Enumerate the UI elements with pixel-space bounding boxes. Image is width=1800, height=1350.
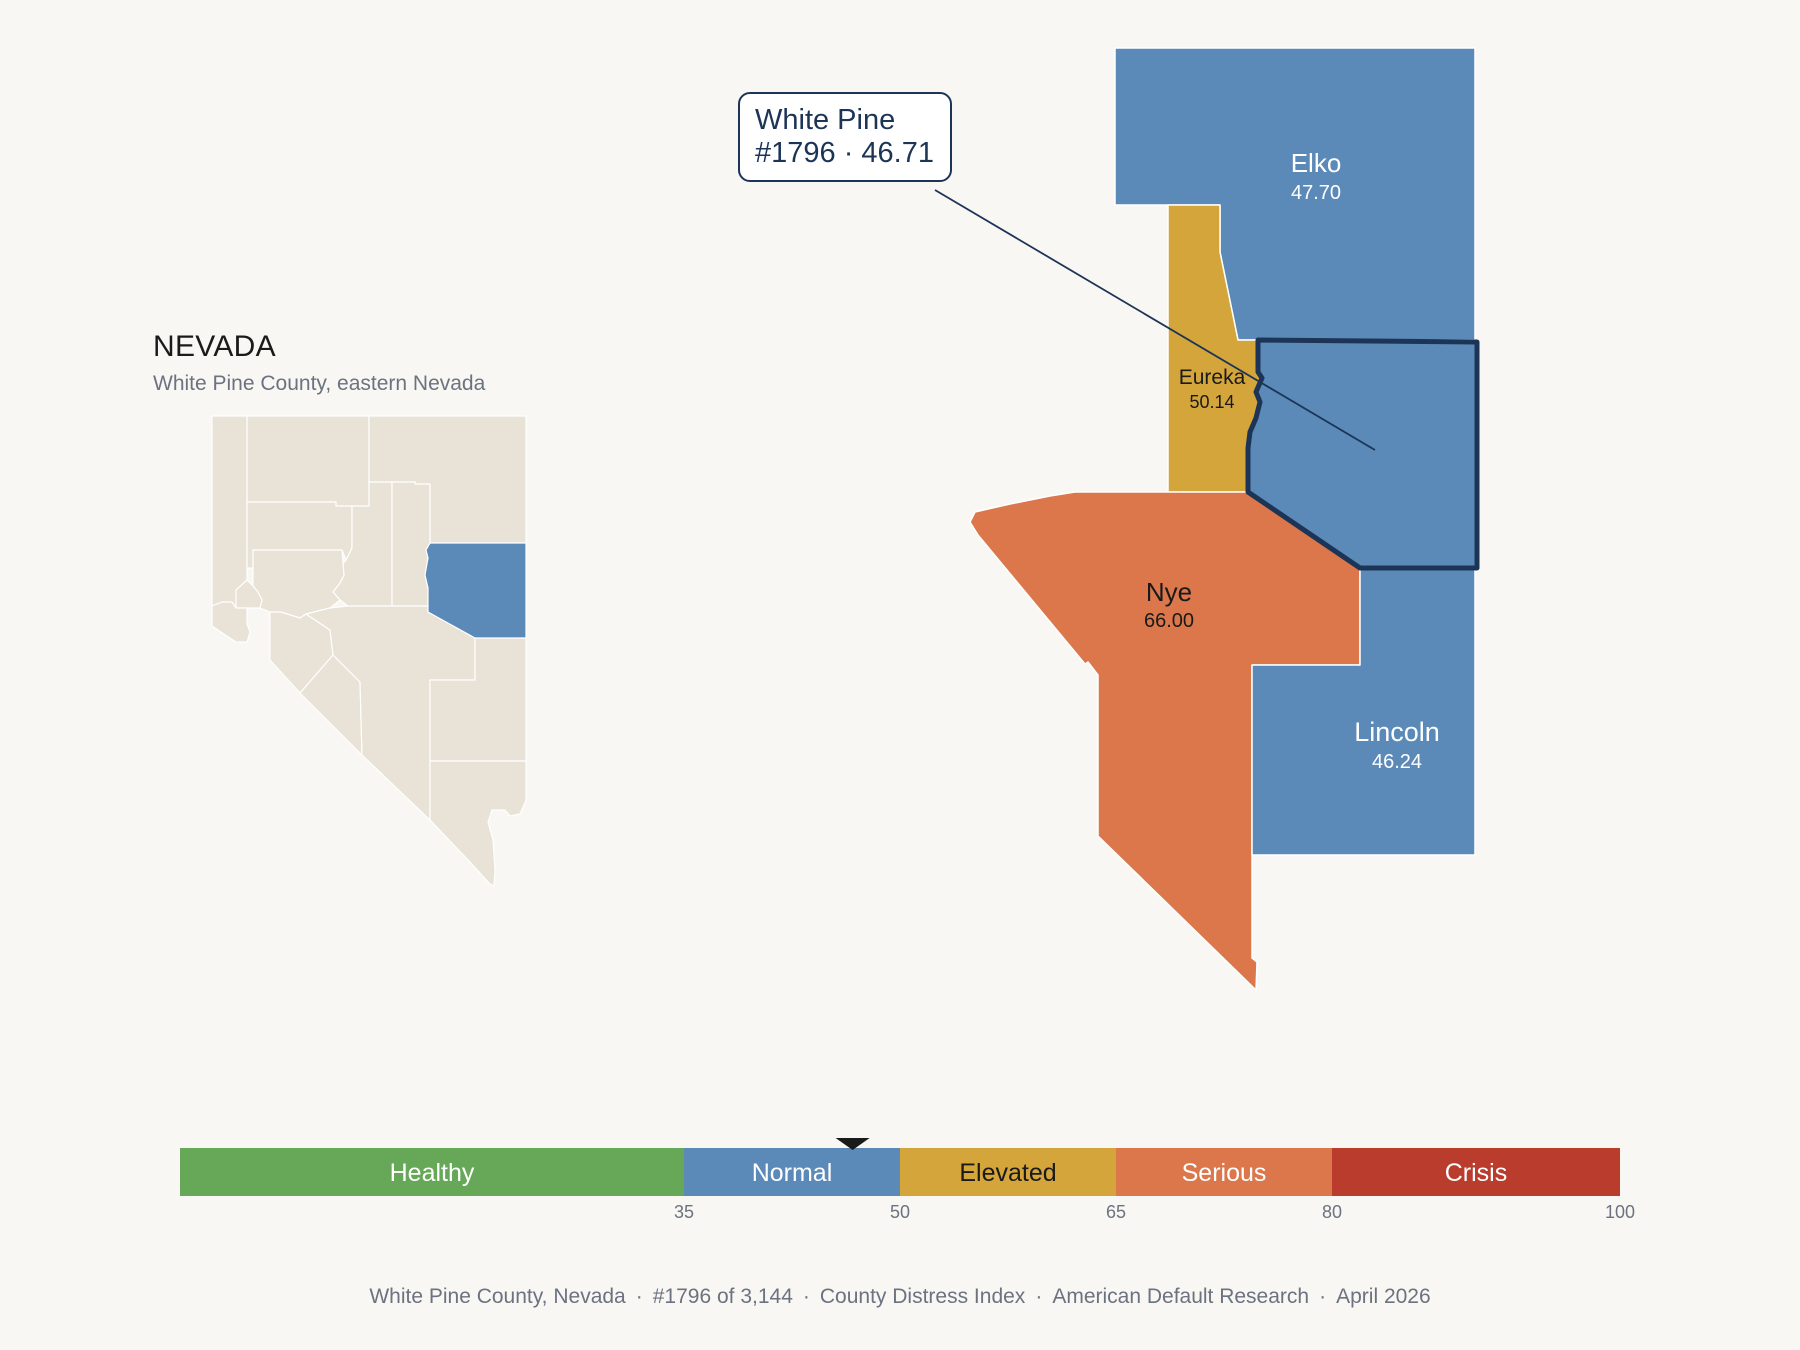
label-eureka-value: 50.14 (1189, 392, 1234, 412)
label-lincoln-name: Lincoln (1354, 717, 1440, 747)
label-eureka-name: Eureka (1179, 366, 1246, 389)
scale-tick-label: 100 (1605, 1202, 1635, 1222)
scale-tick-label: 50 (890, 1202, 910, 1222)
inset-county-white-pine-highlight[interactable] (424, 542, 527, 639)
county-callout: White Pine #1796 · 46.71 (738, 92, 952, 182)
scale-band-label: Normal (752, 1159, 833, 1187)
label-elko-name: Elko (1291, 148, 1342, 178)
scale-band-normal (684, 1148, 900, 1196)
scale-band-elevated (900, 1148, 1116, 1196)
scale-band-serious (1116, 1148, 1332, 1196)
label-elko-value: 47.70 (1291, 182, 1341, 204)
inset-county-washoe[interactable] (211, 415, 248, 609)
scale-band-label: Serious (1182, 1159, 1267, 1187)
callout-county-name: White Pine (755, 104, 896, 136)
label-nye-value: 66.00 (1144, 610, 1194, 632)
scale-tick-label: 65 (1106, 1202, 1126, 1222)
scale-band-label: Crisis (1445, 1159, 1508, 1187)
inset-county-lyon-douglas[interactable] (211, 601, 251, 643)
footer-separator: · (1319, 1285, 1327, 1308)
nevada-inset-map (211, 415, 527, 887)
scale-band-label: Healthy (390, 1159, 475, 1187)
scale-band-label: Elevated (959, 1159, 1056, 1187)
footer-separator: · (802, 1285, 810, 1308)
label-nye-name: Nye (1146, 577, 1192, 607)
scale-band-healthy (180, 1148, 684, 1196)
footer-rank: #1796 of 3,144 (652, 1285, 793, 1308)
footer-separator: · (635, 1285, 643, 1308)
label-lincoln-value: 46.24 (1372, 751, 1422, 773)
scale-band-crisis (1332, 1148, 1620, 1196)
footer-org: American Default Research (1052, 1285, 1310, 1308)
county-white-pine[interactable] (1245, 337, 1480, 571)
inset-county-clark[interactable] (429, 760, 527, 887)
distress-scale: Healthy Normal Elevated Serious Crisis 35 50 65… (180, 1138, 1635, 1222)
footer-date: April 2026 (1336, 1285, 1431, 1308)
footer-credits: White Pine County, Nevada · #1796 of 3,144… (0, 1285, 1800, 1309)
callout-rank-score: #1796 · 46.71 (755, 137, 934, 169)
footer-county: White Pine County, Nevada (369, 1285, 626, 1308)
footer-index: County Distress Index (819, 1285, 1026, 1308)
scale-tick-label: 35 (674, 1202, 694, 1222)
callout-leader-line (934, 189, 1376, 451)
inset-subtitle: White Pine County, eastern Nevada (153, 372, 486, 395)
scale-tick-label: 80 (1322, 1202, 1342, 1222)
inset-county-eureka[interactable] (391, 481, 431, 607)
inset-state-name: NEVADA (153, 330, 276, 363)
scale-marker-icon (835, 1138, 870, 1150)
county-detail-map (969, 47, 1480, 991)
county-labels: Elko 47.70 Eureka 50.14 Nye 66.00 Lincol… (1144, 148, 1440, 773)
footer-separator: · (1035, 1285, 1043, 1308)
inset-county-humboldt[interactable] (246, 415, 370, 507)
